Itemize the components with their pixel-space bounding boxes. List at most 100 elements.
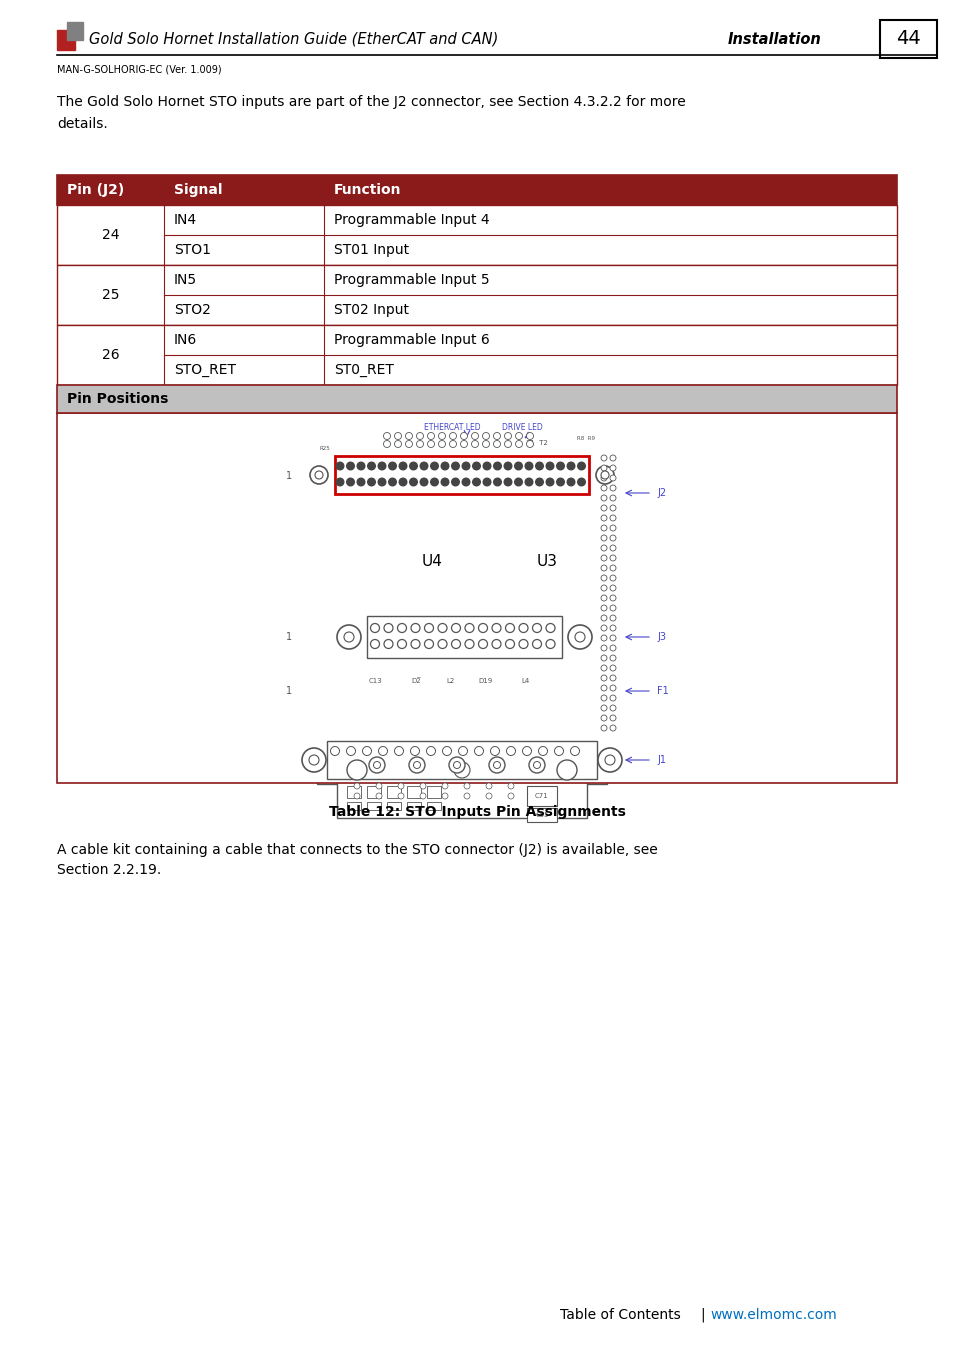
Bar [381, 698, 399, 706]
Circle shape [536, 462, 542, 470]
Bar [356, 698, 375, 706]
Circle shape [441, 792, 448, 799]
Circle shape [395, 747, 403, 756]
Circle shape [449, 440, 456, 447]
Circle shape [596, 466, 614, 485]
Bar [444, 516, 455, 521]
Bar [407, 710, 424, 718]
Circle shape [609, 464, 616, 471]
Text: 26: 26 [102, 348, 119, 362]
Text: Function: Function [334, 184, 401, 197]
Circle shape [397, 792, 403, 799]
Circle shape [454, 761, 470, 778]
Circle shape [424, 624, 433, 633]
Circle shape [367, 478, 375, 486]
Circle shape [463, 792, 470, 799]
Circle shape [529, 757, 544, 774]
Bar [592, 593, 598, 597]
Bar [496, 556, 501, 562]
Circle shape [609, 605, 616, 612]
Circle shape [536, 478, 542, 486]
Circle shape [575, 632, 584, 643]
Circle shape [437, 624, 447, 633]
Bar [506, 710, 524, 718]
Bar [381, 710, 399, 718]
Bar [581, 698, 599, 706]
Circle shape [609, 625, 616, 630]
Circle shape [458, 747, 467, 756]
Bar [476, 574, 482, 579]
Bar [396, 601, 407, 606]
Circle shape [453, 761, 460, 768]
Text: 1: 1 [286, 686, 292, 697]
Bar [381, 722, 399, 730]
Bar [557, 698, 575, 706]
Circle shape [460, 432, 467, 440]
Text: ST0_RET: ST0_RET [334, 363, 394, 377]
Bar [456, 710, 475, 718]
Text: www.elmomc.com: www.elmomc.com [709, 1308, 836, 1322]
Bar [576, 516, 585, 521]
Circle shape [356, 462, 364, 470]
Text: details.: details. [57, 117, 108, 131]
Text: 1: 1 [286, 632, 292, 643]
Circle shape [600, 666, 606, 671]
Circle shape [570, 747, 578, 756]
Bar [335, 456, 588, 494]
Bar [429, 516, 438, 521]
Circle shape [347, 760, 367, 780]
Bar [429, 601, 438, 606]
Bar [323, 452, 600, 498]
Circle shape [451, 624, 460, 633]
Circle shape [413, 761, 420, 768]
Bar [481, 504, 494, 512]
Circle shape [490, 747, 499, 756]
Bar [592, 547, 598, 552]
Circle shape [600, 655, 606, 662]
Bar [879, 20, 936, 58]
Circle shape [489, 757, 504, 774]
Bar [427, 802, 440, 810]
Bar [543, 601, 554, 606]
Bar [506, 432, 566, 454]
Text: U4: U4 [421, 554, 442, 568]
Bar [496, 547, 501, 552]
Circle shape [609, 645, 616, 651]
Circle shape [526, 432, 533, 440]
Circle shape [505, 640, 514, 648]
Bar [57, 325, 896, 385]
Circle shape [494, 478, 500, 486]
Circle shape [609, 485, 616, 491]
Bar [57, 30, 75, 50]
Circle shape [377, 462, 385, 470]
Text: Pin Positions: Pin Positions [67, 392, 168, 406]
Circle shape [440, 478, 448, 486]
Circle shape [426, 747, 435, 756]
Circle shape [504, 462, 511, 470]
Circle shape [335, 478, 343, 486]
Circle shape [314, 471, 323, 479]
Circle shape [609, 545, 616, 551]
Circle shape [374, 761, 380, 768]
Bar [327, 741, 597, 779]
Circle shape [485, 792, 492, 799]
Text: Signal: Signal [173, 184, 222, 197]
Bar [476, 529, 482, 535]
Bar [526, 786, 557, 806]
Bar [496, 583, 501, 589]
Bar [347, 802, 360, 810]
Bar [536, 504, 547, 512]
Bar [427, 786, 440, 798]
Text: STO_RET: STO_RET [173, 363, 235, 377]
Circle shape [600, 535, 606, 541]
Bar [314, 433, 335, 462]
Bar [392, 504, 403, 512]
Bar [527, 516, 537, 521]
Text: IN5: IN5 [173, 273, 197, 288]
Circle shape [302, 748, 326, 772]
Bar [481, 710, 499, 718]
Circle shape [578, 478, 585, 486]
Circle shape [609, 535, 616, 541]
Circle shape [461, 462, 469, 470]
Bar [532, 698, 550, 706]
